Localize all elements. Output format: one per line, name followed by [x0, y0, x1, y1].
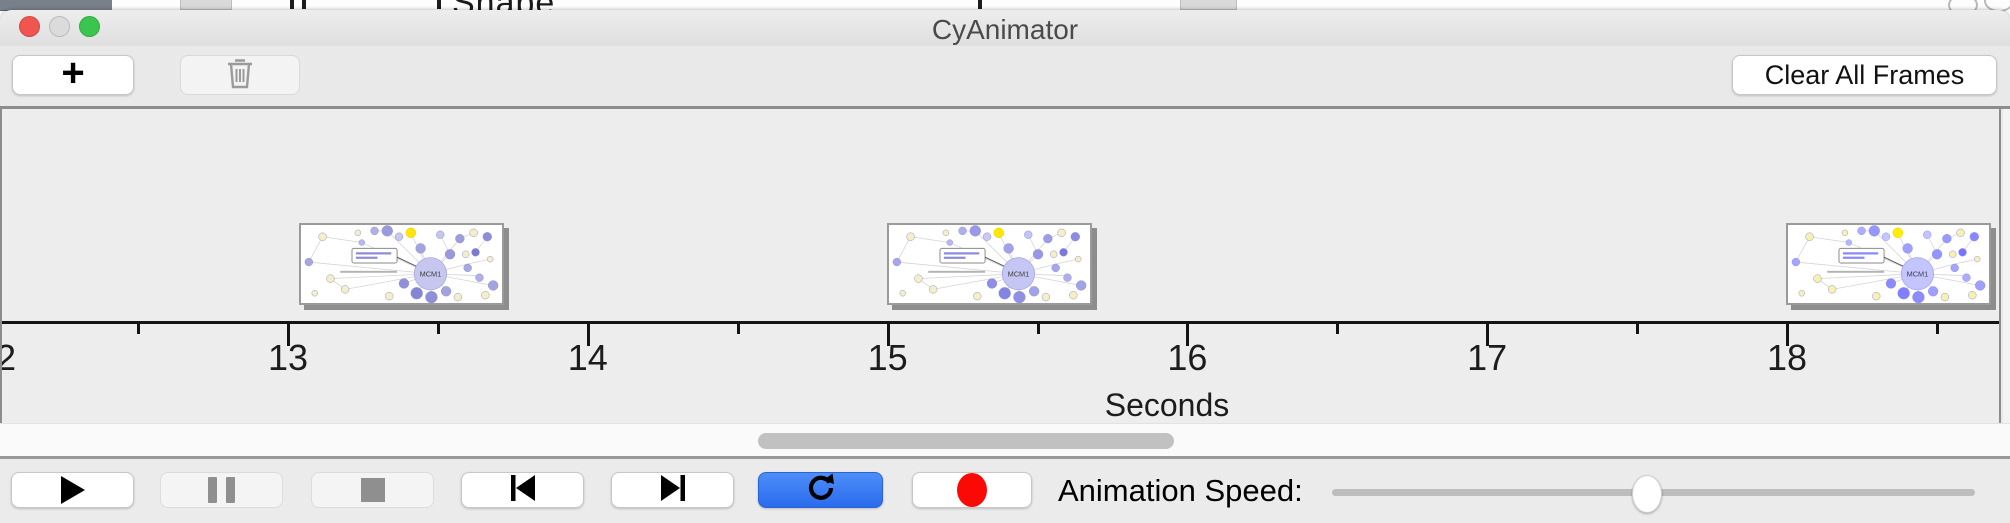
major-tick: [1786, 324, 1789, 346]
major-tick: [1486, 324, 1490, 346]
tick-label: 16: [1167, 337, 1208, 378]
background-ui-fragment: [302, 0, 306, 9]
svg-text:MCM1: MCM1: [1907, 270, 1929, 279]
skip-to-start-button[interactable]: [461, 472, 584, 508]
minor-tick: [1636, 324, 1640, 334]
stop-button[interactable]: [311, 472, 434, 508]
timeline-panel[interactable]: 13 14 15 16 17 18: [0, 109, 2001, 423]
frame-thumbnail[interactable]: MCM1: [887, 223, 1092, 305]
toolbar: + Clear All Frames: [0, 46, 2010, 109]
stop-icon: [360, 478, 385, 502]
major-tick: [886, 324, 890, 346]
svg-text:MCM1: MCM1: [420, 270, 442, 279]
minimize-button[interactable]: [49, 16, 70, 37]
loop-icon: [806, 473, 836, 508]
clear-all-frames-button[interactable]: Clear All Frames: [1732, 55, 1997, 95]
tick-label: 14: [567, 337, 608, 378]
timeline-scrollbar[interactable]: [0, 423, 2010, 457]
zoom-button[interactable]: [79, 16, 100, 37]
playback-control-bar: Animation Speed:: [0, 456, 2010, 523]
background-ui-fragment: [290, 0, 294, 9]
major-tick: [586, 324, 590, 346]
pause-button[interactable]: [160, 472, 283, 508]
background-ui-fragment: [437, 0, 441, 9]
scrollbar-thumb[interactable]: [758, 433, 1174, 449]
add-frame-button[interactable]: +: [12, 51, 134, 95]
background-window-strip: Shape: [0, 0, 2010, 12]
background-ui-fragment: [978, 0, 982, 9]
trash-icon: [225, 56, 255, 95]
window-title: CyAnimator: [931, 14, 1079, 45]
delete-frame-button[interactable]: [180, 55, 300, 95]
skip-to-start-icon: [508, 474, 538, 507]
close-button[interactable]: [19, 16, 40, 37]
record-icon: [957, 473, 987, 507]
major-tick: [1186, 324, 1190, 346]
minor-tick: [1935, 324, 1939, 334]
minor-tick: [436, 324, 440, 334]
svg-text:MCM1: MCM1: [1008, 270, 1030, 279]
minor-tick: [1336, 324, 1340, 334]
play-button[interactable]: [11, 472, 134, 508]
tick-label-partial: 2: [2, 337, 26, 379]
tick-label: 15: [867, 337, 908, 378]
minor-tick: [736, 324, 740, 334]
clear-all-frames-label: Clear All Frames: [1764, 59, 1965, 90]
animation-speed-label: Animation Speed:: [1058, 473, 1303, 508]
axis-unit-label: Seconds: [1104, 387, 1230, 423]
major-tick: [287, 324, 290, 346]
cyanimator-window: CyAnimator + Clear All Fram: [0, 10, 2010, 523]
skip-to-end-icon: [658, 474, 688, 507]
frame-thumbnail[interactable]: MCM1: [1786, 223, 1991, 305]
minor-tick: [137, 324, 141, 334]
plus-icon: +: [61, 51, 85, 95]
background-ui-fragment: [180, 0, 232, 10]
animation-speed-slider-thumb[interactable]: [1632, 475, 1662, 513]
background-shape-label: Shape: [452, 0, 555, 12]
pause-icon: [208, 477, 235, 503]
loop-button[interactable]: [758, 472, 883, 508]
minor-tick: [1036, 324, 1040, 334]
right-gutter: [2003, 109, 2010, 423]
frame-thumbnail[interactable]: MCM1: [299, 223, 504, 305]
skip-to-end-button[interactable]: [611, 472, 734, 508]
background-ui-fragment: [1180, 0, 1237, 10]
background-network-fragment: [1948, 0, 1978, 12]
play-icon: [60, 476, 85, 504]
timeline-axis: [2, 321, 1999, 324]
tick-label: 13: [267, 337, 309, 378]
tick-label: 17: [1467, 337, 1508, 378]
record-button[interactable]: [912, 472, 1032, 508]
titlebar: CyAnimator: [0, 10, 2010, 46]
tick-label: 18: [1766, 337, 1808, 378]
